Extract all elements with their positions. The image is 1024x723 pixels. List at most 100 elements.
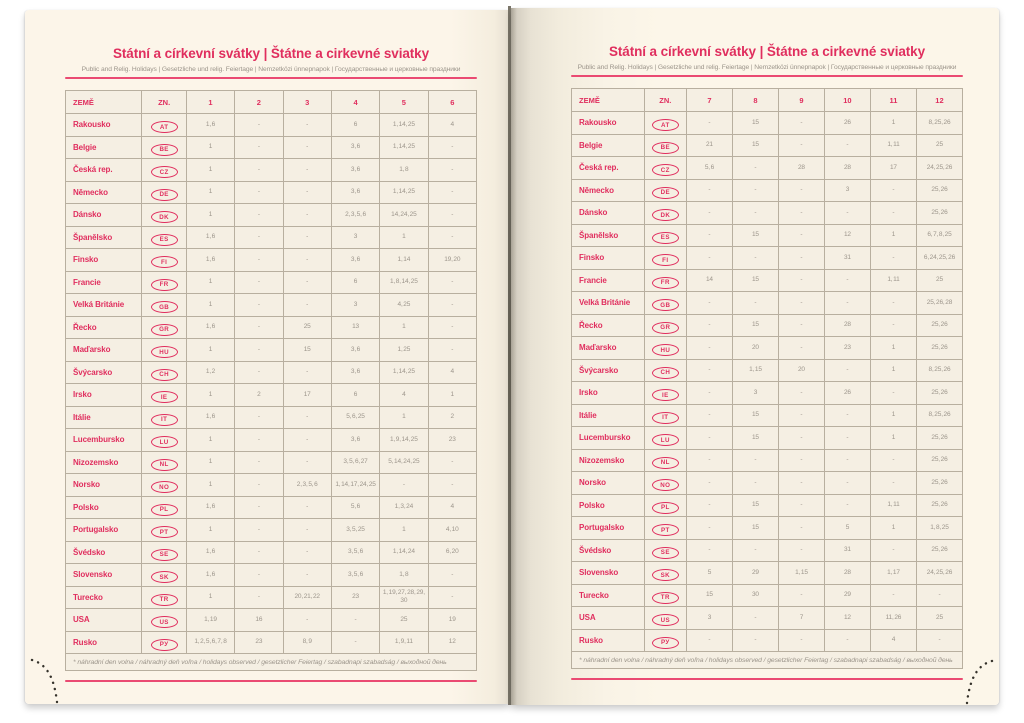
country-name: Lucembursko (571, 426, 645, 450)
page-left: Státní a církevní svátky | Štátne a cirk… (25, 10, 509, 704)
month-holidays-cell: - (731, 628, 779, 652)
month-holidays-cell: 25, 26 (915, 313, 964, 337)
month-holidays-cell: 1 (185, 180, 236, 204)
country-code-cell: IT (643, 403, 687, 427)
country-name: Slovensko (571, 561, 645, 585)
month-holidays-cell: 5 (823, 516, 871, 540)
country-name: Irsko (64, 383, 143, 407)
month-holidays-cell: - (915, 628, 964, 652)
month-holidays-cell: - (777, 111, 825, 135)
month-holidays-cell: - (282, 225, 332, 249)
country-row: Nizozemsko NL - - - - -25, 26 (571, 448, 964, 472)
month-holidays-cell: 20 (731, 336, 779, 360)
month-holidays-cell: - (823, 201, 871, 225)
country-code-badge: ES (150, 233, 178, 246)
country-code-badge: FI (651, 254, 679, 267)
page-right: Státní a církevní svátky | Štátne a cirk… (511, 8, 999, 705)
column-header-month: 11 (869, 88, 917, 112)
month-holidays-cell: 2 (427, 405, 478, 429)
month-holidays-cell: 1, 6 (185, 225, 236, 249)
month-holidays-cell: 3, 6 (330, 158, 381, 182)
country-code-cell: US (643, 606, 687, 630)
month-holidays-cell: - (427, 585, 478, 609)
month-holidays-cell: 1, 15 (777, 561, 825, 585)
country-row: Česká rep. CZ 5, 6-28 28 17 24, 25, 26 (571, 156, 964, 180)
country-code-cell: DK (643, 201, 687, 225)
country-name: Belgie (571, 133, 645, 157)
table-footnote: * náhradní den volna / náhradný deň voľn… (571, 651, 963, 669)
country-row: Slovensko SK 1, 6- -3, 5, 6 1, 8- (64, 563, 478, 587)
month-holidays-cell: 14, 24, 25 (379, 203, 429, 227)
month-holidays-cell: - (823, 358, 871, 382)
month-holidays-cell: 2, 3, 5, 6 (282, 473, 332, 497)
country-row: Maďarsko HU -20-23 1 25, 26 (571, 336, 964, 360)
country-code-cell: FR (643, 268, 687, 292)
month-holidays-cell: 29 (823, 583, 871, 607)
country-row: Belgie BE 1- -3, 6 1, 14, 25- (64, 135, 478, 159)
month-holidays-cell: 25, 26, 28 (915, 291, 964, 315)
country-row: Švýcarsko CH 1, 2- -3, 6 1, 14, 25 4 (64, 360, 478, 384)
country-name: Rakousko (64, 113, 143, 137)
month-holidays-cell: 1 (869, 111, 917, 135)
month-holidays-cell: 25 (915, 268, 964, 292)
month-holidays-cell: - (685, 426, 733, 450)
country-name: Španělsko (64, 225, 143, 249)
country-code-cell: LU (643, 426, 687, 450)
country-row: Rusko РУ - - - -4- (571, 628, 964, 652)
country-code-badge: IT (651, 411, 679, 424)
month-holidays-cell: - (823, 471, 871, 495)
month-holidays-cell: 25, 26 (915, 178, 964, 202)
month-holidays-cell: - (731, 448, 779, 472)
country-code-badge: NL (651, 456, 679, 469)
country-name: Nizozemsko (571, 448, 645, 472)
column-header-country: ZEMĚ (64, 90, 143, 114)
month-holidays-cell: - (869, 448, 917, 472)
country-name: Nizozemsko (64, 450, 143, 474)
country-row: Polsko PL -15- -1, 11 25, 26 (571, 493, 964, 517)
country-code-cell: DE (643, 178, 687, 202)
country-code-badge: PL (150, 503, 178, 516)
country-name: Německo (64, 180, 143, 204)
month-holidays-cell: - (282, 158, 332, 182)
month-holidays-cell: - (282, 113, 332, 137)
month-holidays-cell: 20 (777, 358, 825, 382)
country-code-cell: NO (141, 473, 187, 497)
month-holidays-cell: 15 (731, 313, 779, 337)
month-holidays-cell: 2, 3, 5, 6 (330, 203, 381, 227)
month-holidays-cell: - (823, 628, 871, 652)
country-name: Velká Británie (571, 291, 645, 315)
month-holidays-cell: 7 (777, 606, 825, 630)
country-name: Portugalsko (571, 516, 645, 540)
month-holidays-cell: - (731, 156, 779, 180)
country-row: Polsko PL 1, 6- -5, 6 1, 3, 24 4 (64, 495, 478, 519)
column-header-country: ZEMĚ (571, 88, 645, 112)
country-code-badge: IE (150, 391, 178, 404)
country-row: Nizozemsko NL 1- -3, 5, 6, 27 5, 14, 24, 25- (64, 450, 478, 474)
country-name: Polsko (571, 493, 645, 517)
month-holidays-cell: 15 (731, 133, 779, 157)
country-code-cell: US (141, 608, 187, 632)
country-code-badge: CZ (651, 164, 679, 177)
month-holidays-cell: - (234, 518, 284, 542)
month-holidays-cell: 6, 20 (427, 540, 478, 564)
month-holidays-cell: - (330, 630, 381, 654)
table-header-row: ZEMĚ ZN. 7 8 9 10 11 12 (571, 88, 964, 112)
month-holidays-cell: - (777, 426, 825, 450)
month-holidays-cell: 15 (282, 338, 332, 362)
month-holidays-cell: - (731, 291, 779, 315)
country-name: Švédsko (571, 538, 645, 562)
month-holidays-cell: 25, 26 (915, 471, 964, 495)
month-holidays-cell: - (777, 493, 825, 517)
country-row: Turecko TR 15 30-29- - (571, 583, 964, 607)
month-holidays-cell: 30 (731, 583, 779, 607)
page-right-content: Státní a církevní svátky | Štátne a cirk… (571, 8, 964, 680)
month-holidays-cell: - (823, 493, 871, 517)
column-header-month: 8 (731, 88, 779, 112)
country-code-cell: AT (643, 111, 687, 135)
country-name: Polsko (64, 495, 143, 519)
month-holidays-cell: - (282, 540, 332, 564)
month-holidays-cell: - (731, 538, 779, 562)
month-holidays-cell: 1 (379, 405, 429, 429)
month-holidays-cell: - (685, 358, 733, 382)
